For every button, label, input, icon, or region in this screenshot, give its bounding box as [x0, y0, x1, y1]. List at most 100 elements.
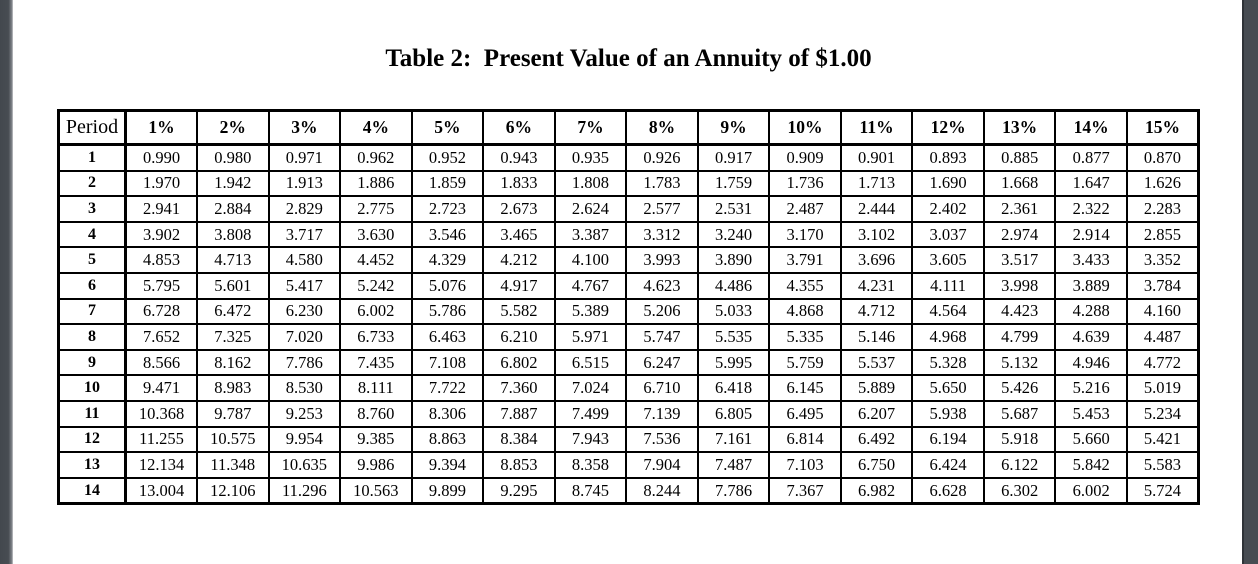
value-cell: 5.582 [482, 297, 556, 326]
value-cell: 4.288 [1054, 297, 1128, 326]
rate-column-header: 4% [339, 109, 413, 146]
value-cell: 8.306 [410, 399, 485, 428]
value-cell: 5.601 [196, 271, 270, 300]
value-cell: 3.170 [768, 220, 842, 249]
value-cell: 5.234 [1125, 399, 1200, 428]
value-cell: 11.348 [196, 451, 270, 479]
table-title: Table 2: Present Value of an Annuity of … [385, 45, 872, 72]
period-cell: 11 [57, 399, 127, 428]
value-cell: 2.444 [839, 195, 914, 223]
value-cell: 2.531 [696, 195, 771, 223]
value-cell: 6.424 [911, 451, 985, 479]
value-cell: 5.724 [1125, 476, 1200, 505]
value-cell: 6.002 [1054, 476, 1128, 505]
value-cell: 4.767 [553, 271, 628, 300]
table-row: 10 9.471 8.983 8.530 8.111 7.722 7.360 7.024 6.7… [57, 374, 1200, 402]
value-cell: 2.487 [768, 195, 842, 223]
period-cell: 3 [57, 195, 127, 223]
value-cell: 5.132 [982, 348, 1057, 377]
value-cell: 7.161 [696, 425, 771, 454]
value-cell: 1.736 [768, 169, 842, 198]
value-cell: 8.111 [339, 374, 413, 402]
value-cell: 0.990 [124, 143, 199, 172]
table-row: 8 7.652 7.325 7.020 6.733 6.463 6.210 5.971 5.74… [57, 323, 1200, 351]
value-cell: 9.253 [267, 399, 342, 428]
value-cell: 5.687 [982, 399, 1057, 428]
value-cell: 7.487 [696, 451, 771, 479]
period-cell: 13 [57, 451, 127, 479]
rate-column-header: 14% [1054, 109, 1128, 146]
value-cell: 4.623 [625, 271, 699, 300]
rate-column-header: 6% [482, 109, 556, 146]
value-cell: 7.435 [339, 348, 413, 377]
value-cell: 5.971 [553, 323, 628, 351]
value-cell: 6.750 [839, 451, 914, 479]
period-cell: 7 [57, 297, 127, 326]
table-row: 6 5.795 5.601 5.417 5.242 5.076 4.917 4.767 4.62… [57, 271, 1200, 300]
table-header: Period 1% 2% 3% 4% 5% 6% 7% 8% 9% 10% 11% 12% 13% 14% 1… [57, 109, 1200, 146]
value-cell: 4.423 [982, 297, 1057, 326]
value-cell: 1.626 [1125, 169, 1200, 198]
value-cell: 6.194 [911, 425, 985, 454]
value-cell: 4.772 [1125, 348, 1200, 377]
value-cell: 0.917 [696, 143, 771, 172]
value-cell: 2.723 [410, 195, 485, 223]
value-cell: 2.775 [339, 195, 413, 223]
value-cell: 3.889 [1054, 271, 1128, 300]
value-cell: 5.535 [696, 323, 771, 351]
rate-column-header: 7% [553, 109, 628, 146]
value-cell: 4.868 [768, 297, 842, 326]
value-cell: 8.358 [553, 451, 628, 479]
value-cell: 8.863 [410, 425, 485, 454]
value-cell: 6.002 [339, 297, 413, 326]
rate-column-header: 9% [696, 109, 771, 146]
value-cell: 8.566 [124, 348, 199, 377]
rate-column-header: 10% [768, 109, 842, 146]
value-cell: 5.033 [696, 297, 771, 326]
value-cell: 5.660 [1054, 425, 1128, 454]
value-cell: 6.302 [982, 476, 1057, 505]
period-cell: 4 [57, 220, 127, 249]
rate-column-header: 5% [410, 109, 485, 146]
value-cell: 5.417 [267, 271, 342, 300]
value-cell: 9.385 [339, 425, 413, 454]
value-cell: 5.076 [410, 271, 485, 300]
value-cell: 6.802 [482, 348, 556, 377]
period-column-header: Period [57, 109, 127, 146]
value-cell: 4.713 [196, 246, 270, 274]
value-cell: 0.935 [553, 143, 628, 172]
value-cell: 3.890 [696, 246, 771, 274]
value-cell: 7.103 [768, 451, 842, 479]
value-cell: 9.954 [267, 425, 342, 454]
rate-column-header: 1% [124, 109, 199, 146]
value-cell: 7.139 [625, 399, 699, 428]
value-cell: 7.108 [410, 348, 485, 377]
table-row: 2 1.970 1.942 1.913 1.886 1.859 1.833 1.808 1.78… [57, 169, 1200, 198]
value-cell: 3.312 [625, 220, 699, 249]
value-cell: 0.893 [911, 143, 985, 172]
value-cell: 11.296 [267, 476, 342, 505]
value-cell: 5.146 [839, 323, 914, 351]
value-cell: 1.833 [482, 169, 556, 198]
value-cell: 2.577 [625, 195, 699, 223]
value-cell: 7.786 [267, 348, 342, 377]
rate-column-header: 2% [196, 109, 270, 146]
value-cell: 2.624 [553, 195, 628, 223]
value-cell: 3.240 [696, 220, 771, 249]
viewer-edge-left [0, 0, 13, 564]
value-cell: 3.102 [839, 220, 914, 249]
value-cell: 10.368 [124, 399, 199, 428]
value-cell: 0.980 [196, 143, 270, 172]
value-cell: 3.352 [1125, 246, 1200, 274]
value-cell: 2.829 [267, 195, 342, 223]
value-cell: 3.791 [768, 246, 842, 274]
value-cell: 3.465 [482, 220, 556, 249]
value-cell: 9.986 [339, 451, 413, 479]
period-cell: 5 [57, 246, 127, 274]
value-cell: 10.575 [196, 425, 270, 454]
value-cell: 5.537 [839, 348, 914, 377]
value-cell: 3.605 [911, 246, 985, 274]
value-cell: 9.295 [482, 476, 556, 505]
value-cell: 4.231 [839, 271, 914, 300]
rate-column-header: 3% [267, 109, 342, 146]
